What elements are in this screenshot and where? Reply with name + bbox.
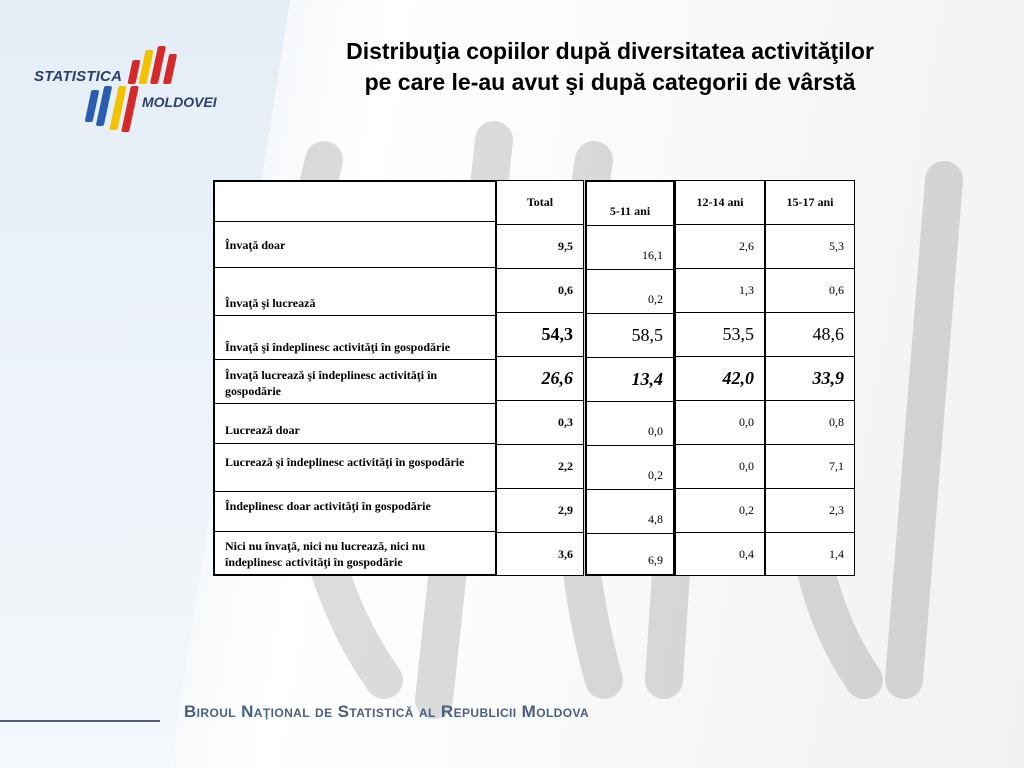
- row-label: Nici nu învaţă, nici nu lucrează, nici n…: [225, 539, 426, 569]
- table-cell: 48,6: [766, 313, 854, 357]
- logo-text-statistica: STATISTICA: [34, 68, 123, 85]
- table-cell: 0,3: [497, 401, 583, 445]
- table-cell: 54,3: [497, 313, 583, 357]
- statistica-moldovei-logo: STATISTICA MOLDOVEI: [30, 42, 230, 137]
- footer-organization-name: Biroul Naţional de Statistică al Republi…: [184, 702, 590, 721]
- column-header: Total: [497, 181, 583, 225]
- table-column-15-17: 15-17 ani 5,3 0,6 48,6 33,9 0,8 7,1 2,3 …: [765, 180, 855, 576]
- table-cell: 2,6: [676, 225, 764, 269]
- table-cell: 58,5: [587, 314, 673, 358]
- table-cell: 16,1: [587, 226, 673, 270]
- table-cell: 53,5: [676, 313, 764, 357]
- footer-divider: [0, 720, 160, 722]
- table-cell: 1,4: [829, 546, 844, 561]
- table-cell: 9,5: [497, 225, 583, 269]
- table-cell: 7,1: [766, 445, 854, 489]
- table-column-total: Total 9,5 0,6 54,3 26,6 0,3 2,2 2,9 3,6: [496, 180, 584, 576]
- table-cell: 0,4: [739, 546, 754, 561]
- table-cell: 0,0: [676, 445, 764, 489]
- table-cell: 1,3: [676, 269, 764, 313]
- row-label: Învaţă lucrează şi îndeplinesc activităţ…: [215, 360, 495, 404]
- table-cell: 0,0: [587, 402, 673, 446]
- logo-text-moldovei: MOLDOVEI: [142, 94, 217, 110]
- column-header: 12-14 ani: [676, 181, 764, 225]
- table-cell: 0,6: [766, 269, 854, 313]
- table-label-column: Învaţă doar Învaţă şi lucrează Învaţă şi…: [213, 180, 497, 576]
- table-cell: 4,8: [587, 490, 673, 534]
- table-cell: 6,9: [648, 553, 663, 567]
- table-cell: 13,4: [587, 358, 673, 402]
- table-cell: 2,2: [497, 445, 583, 489]
- slide-title: Distribuţia copiilor după diversitatea a…: [346, 38, 874, 95]
- row-label: Îndeplinesc doar activităţi în gospodări…: [215, 492, 495, 532]
- table-cell: 2,3: [766, 489, 854, 533]
- table-cell: 26,6: [497, 357, 583, 401]
- row-label: Învaţă doar: [215, 222, 495, 268]
- table-cell: 0,0: [676, 401, 764, 445]
- row-label: Lucrează doar: [215, 404, 495, 444]
- column-header: 5-11 ani: [587, 182, 673, 226]
- row-label: Lucrează şi îndeplinesc activităţi în go…: [215, 444, 495, 492]
- table-cell: 5,3: [766, 225, 854, 269]
- table-cell: 0,8: [766, 401, 854, 445]
- table-cell: 3,6: [558, 546, 573, 561]
- row-label: Învaţă şi îndeplinesc activităţi în gosp…: [215, 316, 495, 360]
- table-header-blank: [215, 182, 495, 222]
- table-cell: 2,9: [497, 489, 583, 533]
- logo-stripe-red-right: [162, 54, 178, 84]
- table-cell: 0,2: [587, 446, 673, 490]
- table-cell: 0,2: [587, 270, 673, 314]
- table-cell: 0,6: [497, 269, 583, 313]
- row-label: Învaţă şi lucrează: [215, 268, 495, 316]
- table-column-5-11: 5-11 ani 16,1 0,2 58,5 13,4 0,0 0,2 4,8 …: [585, 180, 675, 576]
- table-column-12-14: 12-14 ani 2,6 1,3 53,5 42,0 0,0 0,0 0,2 …: [675, 180, 765, 576]
- column-header: 15-17 ani: [766, 181, 854, 225]
- table-cell: 33,9: [766, 357, 854, 401]
- table-cell: 0,2: [676, 489, 764, 533]
- table-cell: 42,0: [676, 357, 764, 401]
